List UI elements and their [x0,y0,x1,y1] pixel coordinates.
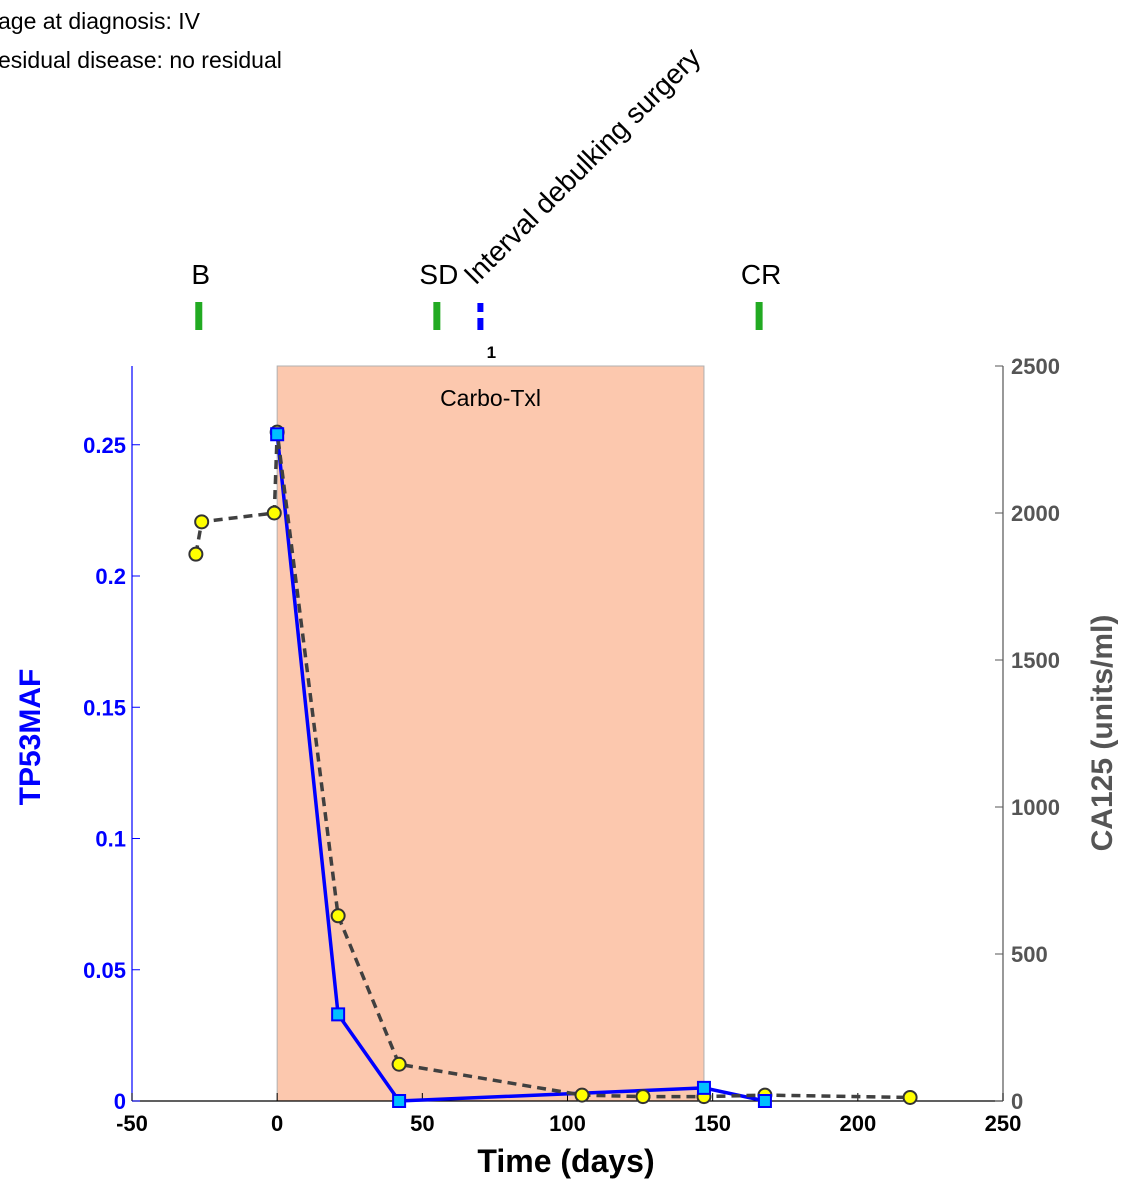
event-bar-b [195,302,203,330]
y-left-tick-label: 0.05 [83,958,126,983]
x-tick-label: 50 [410,1111,434,1136]
x-tick-label: 100 [549,1111,586,1136]
ca125-point [574,1087,590,1103]
tp53maf-point [270,427,285,442]
y-right-tick-label: 1500 [1011,648,1060,673]
y-right-tick-label: 2000 [1011,501,1060,526]
surgery-count: 1 [487,343,496,362]
treatment-layer: Carbo-Txl [276,365,705,1102]
event-label-cr: CR [741,259,781,290]
ca125-point [188,546,204,562]
note-stage: age at diagnosis: IV [0,8,201,34]
notes-svg: age at diagnosis: IV esidual disease: no… [0,8,282,73]
tp53maf-point [757,1094,772,1108]
event-label-b: B [191,259,210,290]
y-right-tick-label: 1000 [1011,795,1060,820]
x-tick-label: -50 [116,1111,148,1136]
tp53maf-point [331,1007,346,1022]
tp53maf-point [696,1080,711,1095]
y-left-tick-label: 0.25 [83,433,126,458]
ca125-point [194,514,210,530]
ca125-point [902,1089,918,1105]
ca125-point [635,1089,651,1105]
y-right-tick-label: 500 [1011,942,1048,967]
note-residual: esidual disease: no residual [0,47,282,73]
y-axis-left-label: TP53MAF [14,669,47,806]
y-right-tick-label: 2500 [1011,354,1060,379]
surgery-bar-bottom [477,318,484,330]
y-left-tick-label: 0.1 [95,827,126,852]
x-axis-label: Time (days) [477,1143,654,1179]
y-right-tick-label: 0 [1011,1089,1023,1114]
y-axis-right-label: CA125 (units/ml) [1086,615,1119,852]
event-markers: B SD CR 1 Interval debulking surgery [191,42,781,362]
x-tick-label: 250 [985,1111,1022,1136]
axes: -50 0 50 100 150 200 25000.050.10.150.20.25050… [83,354,1060,1136]
x-tick-label: 0 [271,1111,283,1136]
event-label-sd: SD [419,259,458,290]
ca125-point [266,505,282,521]
treatment-band [276,365,705,1102]
y-left-tick-label: 0.2 [95,564,126,589]
event-bar-cr [755,302,763,330]
ca125-point [330,908,346,924]
series-layer [188,424,918,1108]
y-left-tick-label: 0 [114,1089,126,1114]
ca125-point [391,1056,407,1072]
series-line-ca125 [194,431,911,1100]
y-left-tick-label: 0.15 [83,695,126,720]
x-tick-label: 150 [694,1111,731,1136]
x-tick-label: 200 [839,1111,876,1136]
tp53maf-point [392,1094,407,1108]
event-bar-sd [433,302,441,330]
treatment-label: Carbo-Txl [440,385,541,411]
surgery-bar-top [477,303,484,312]
surgery-label: Interval debulking surgery [458,42,707,291]
